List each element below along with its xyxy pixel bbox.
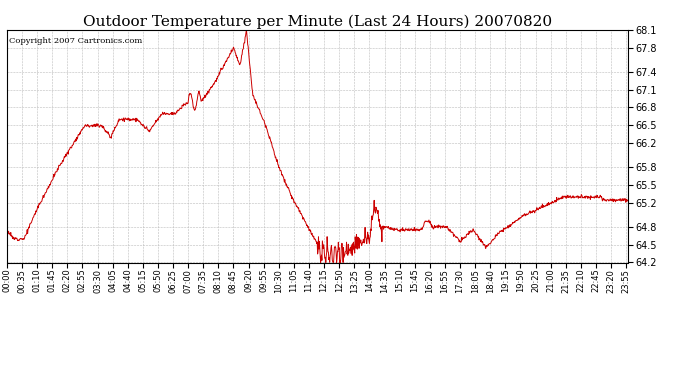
Title: Outdoor Temperature per Minute (Last 24 Hours) 20070820: Outdoor Temperature per Minute (Last 24 …	[83, 15, 552, 29]
Text: Copyright 2007 Cartronics.com: Copyright 2007 Cartronics.com	[9, 37, 142, 45]
